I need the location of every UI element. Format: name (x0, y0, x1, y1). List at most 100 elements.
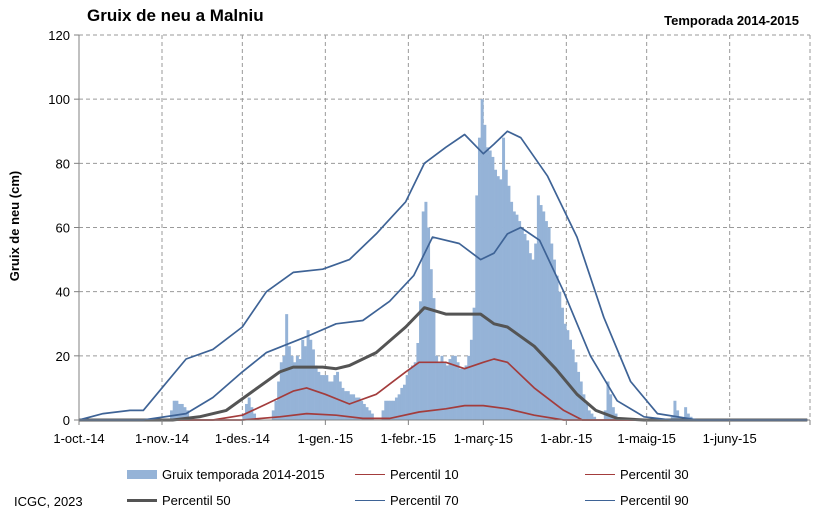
snow-depth-bar (560, 307, 564, 420)
snow-depth-bar (271, 410, 275, 420)
snow-depth-bar (285, 314, 289, 420)
snow-depth-bar (432, 298, 436, 420)
snow-depth-bar (673, 400, 677, 420)
snow-depth-bar (421, 211, 425, 420)
snow-depth-bar (456, 362, 460, 420)
percentil-line-2 (79, 306, 808, 422)
percentil-line-1 (79, 358, 808, 421)
snow-depth-bar (295, 355, 299, 420)
snow-depth-bar (317, 371, 321, 420)
snow-depth-bar (587, 410, 591, 420)
snow-depth-bar (325, 375, 329, 420)
snow-depth-bar (314, 365, 318, 420)
snow-depth-bar (550, 243, 554, 420)
x-tick-label: 1-oct.-14 (53, 431, 104, 446)
snow-depth-bar (453, 355, 457, 420)
snow-depth-bar (319, 375, 323, 420)
snow-depth-bar (467, 355, 471, 420)
snow-depth-bar (389, 400, 393, 420)
y-tick-label: 120 (48, 28, 70, 43)
snow-depth-bar (542, 211, 546, 420)
snow-depth-bar (354, 397, 358, 420)
snow-depth-bar (475, 195, 479, 420)
snow-depth-bar (488, 150, 492, 420)
snow-depth-bar (253, 413, 257, 420)
chart-subtitle: Temporada 2014-2015 (664, 13, 799, 28)
snow-depth-bar (279, 362, 283, 420)
snow-depth-bar (360, 400, 364, 420)
snow-depth-bar (520, 227, 524, 420)
y-tick-label: 20 (56, 349, 70, 364)
snow-depth-bar (451, 355, 455, 420)
snow-depth-bar (510, 201, 514, 420)
snow-depth-bar (483, 124, 487, 420)
snow-depth-bar (306, 330, 310, 420)
snow-depth-bar (341, 387, 345, 420)
snow-depth-bar (381, 410, 385, 420)
x-tick-label: 1-abr.-15 (540, 431, 592, 446)
snow-depth-bar (526, 240, 530, 420)
snow-depth-bar (301, 339, 305, 420)
snow-depth-bar (496, 176, 500, 420)
snow-depth-bar (247, 397, 251, 420)
snow-depth-bar (408, 368, 412, 420)
snow-depth-bar (274, 400, 278, 420)
snow-depth-bar (282, 355, 286, 420)
snow-depth-bar (411, 365, 415, 420)
snow-depth-bar (250, 407, 254, 420)
snow-depth-bar (386, 400, 390, 420)
y-tick-label: 0 (63, 413, 70, 428)
snow-depth-bar (606, 381, 610, 420)
snow-depth-bar (512, 211, 516, 420)
snow-depth-bar (405, 375, 409, 420)
snow-depth-bar (427, 227, 431, 420)
x-tick-label: 1-febr.-15 (381, 431, 437, 446)
snow-depth-bar (394, 397, 398, 420)
y-tick-label: 60 (56, 221, 70, 236)
percentil-line-0 (79, 404, 808, 421)
percentil-line-4 (78, 130, 808, 421)
x-tick-label: 1-març-15 (454, 431, 513, 446)
snow-depth-bar (499, 179, 503, 420)
snow-depth-bar (336, 371, 340, 420)
snow-depth-bar (544, 221, 548, 420)
snow-depth-bar (437, 362, 441, 420)
snow-depth-bar (445, 365, 449, 420)
snow-depth-bar (424, 201, 428, 420)
snow-depth-bar (491, 156, 495, 420)
snow-depth-bar (593, 416, 597, 420)
x-tick-label: 1-gen.-15 (298, 431, 354, 446)
snow-depth-bar (579, 381, 583, 420)
snow-depth-bar (609, 394, 613, 420)
snow-depth-bar (419, 301, 423, 420)
snow-depth-bar (311, 349, 315, 420)
x-tick-label: 1-des.-14 (215, 431, 270, 446)
y-axis-label: Gruix de neu (cm) (7, 171, 22, 282)
snow-depth-bar (552, 259, 556, 420)
snow-depth-bar (539, 205, 543, 420)
snow-depth-bar (357, 397, 361, 420)
snow-depth-bar (528, 253, 532, 420)
x-tick-label: 1-maig-15 (617, 431, 676, 446)
snow-depth-bar (504, 169, 508, 420)
snow-depth-bar (330, 381, 334, 420)
snow-depth-bar (322, 375, 326, 420)
snow-depth-bar (186, 410, 190, 420)
snow-depth-bar (362, 403, 366, 420)
percentil-line-3 (79, 226, 808, 421)
snow-depth-bar (523, 233, 527, 420)
snow-depth-bar (469, 339, 473, 420)
snow-depth-bar (178, 403, 182, 420)
snow-depth-bar (494, 169, 498, 420)
snow-depth-bar (590, 413, 594, 420)
x-tick-label: 1-juny-15 (703, 431, 757, 446)
y-tick-label: 80 (56, 156, 70, 171)
snow-depth-bar (555, 275, 559, 420)
snow-depth-bar (515, 214, 519, 420)
snow-depth-bar (531, 259, 535, 420)
snow-depth-bar (678, 416, 682, 420)
snow-depth-bar (461, 368, 465, 420)
snow-depth-bar (349, 394, 353, 420)
x-tick-label: 1-nov.-14 (135, 431, 189, 446)
snow-depth-bar (670, 416, 674, 420)
